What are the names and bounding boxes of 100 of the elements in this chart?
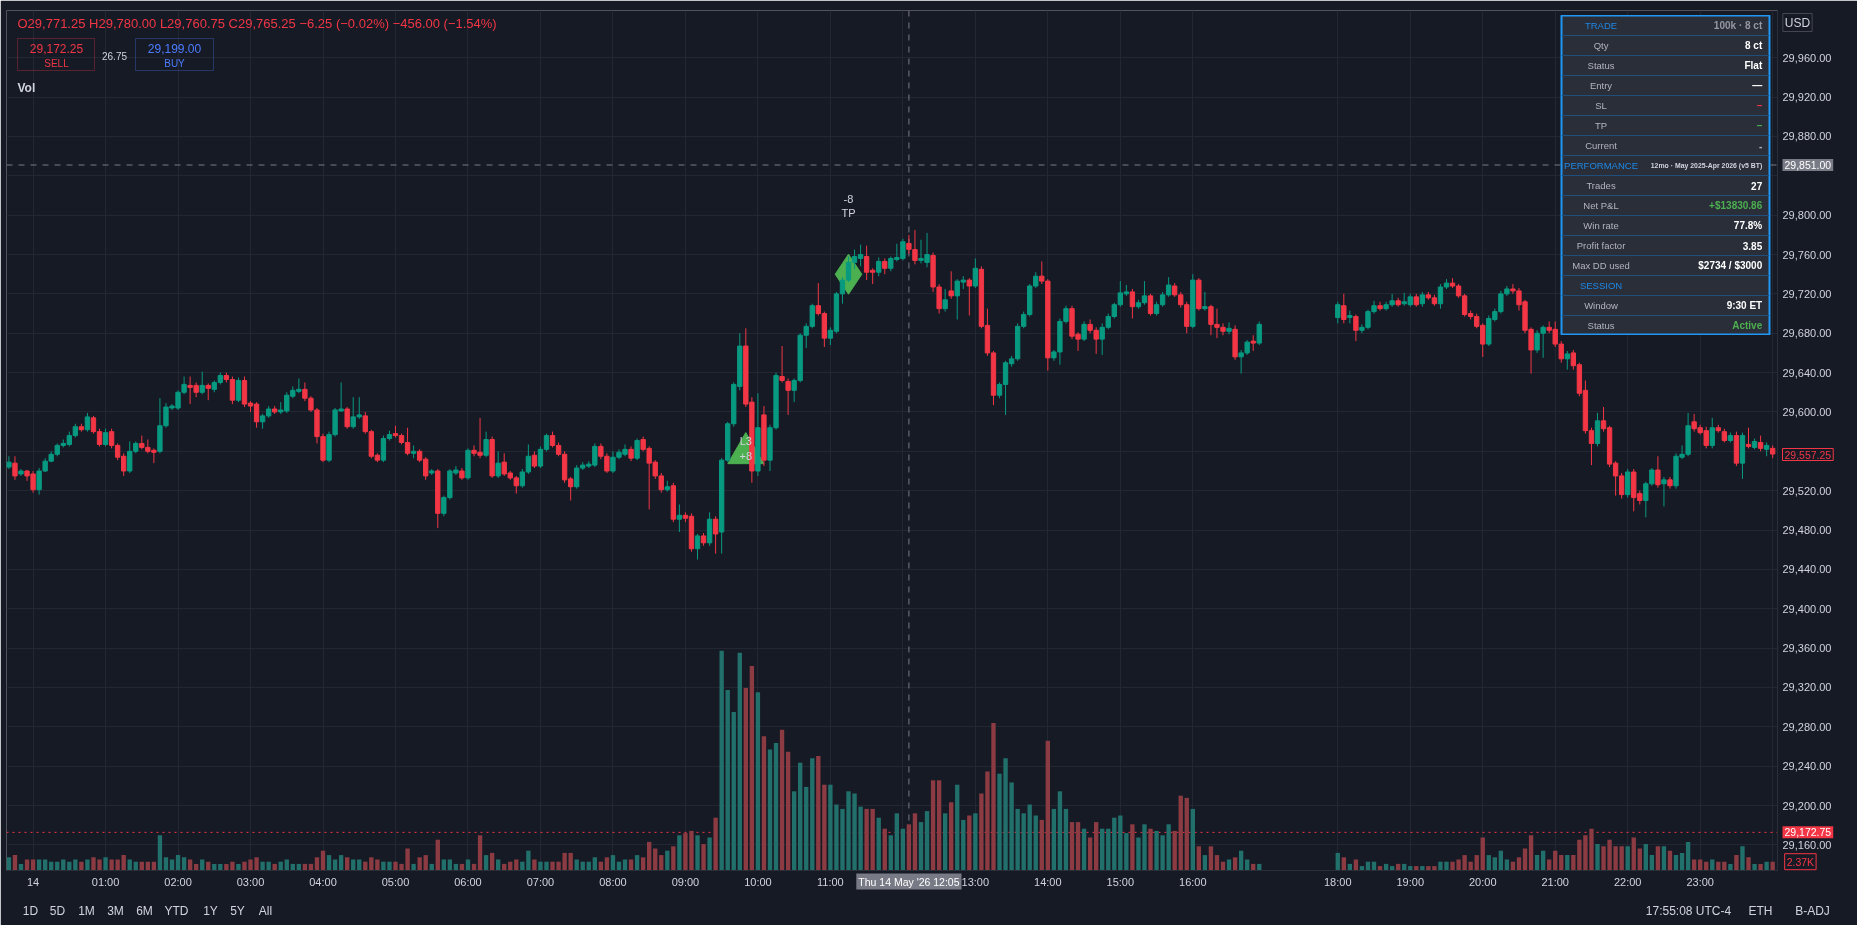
annotation: BUY xyxy=(164,58,186,69)
bar xyxy=(1389,866,1395,870)
bar xyxy=(822,784,827,870)
bar xyxy=(816,756,821,870)
bar xyxy=(1232,857,1238,870)
text: 1D xyxy=(22,903,39,918)
y-tick-label: 29,640.00 xyxy=(1782,366,1832,379)
candlestick xyxy=(1129,288,1136,319)
bar xyxy=(314,857,320,870)
bar xyxy=(1746,857,1751,870)
bar xyxy=(417,857,422,870)
x-tick-label: 13:00 xyxy=(961,875,990,888)
bar xyxy=(701,844,706,870)
candlestick xyxy=(972,257,979,289)
bar xyxy=(1758,863,1763,870)
bar xyxy=(1679,852,1685,870)
annotation: TP xyxy=(841,206,856,219)
bar xyxy=(640,857,646,870)
bar xyxy=(1075,822,1081,870)
text: ETH xyxy=(1748,903,1773,918)
y-tick-label: 29,240.00 xyxy=(1782,760,1832,773)
bar xyxy=(888,835,893,870)
bar xyxy=(338,855,344,870)
bar xyxy=(604,857,610,870)
bar xyxy=(1214,855,1220,870)
bar xyxy=(85,859,90,870)
bar xyxy=(773,742,779,870)
annotation: -8 xyxy=(843,192,854,205)
y-tick-label: 29,400.00 xyxy=(1782,602,1832,615)
bar xyxy=(936,780,942,870)
bar xyxy=(1655,846,1661,870)
bar xyxy=(713,817,718,870)
bar xyxy=(1728,863,1733,870)
bar xyxy=(737,652,742,870)
bar xyxy=(1027,804,1032,870)
bar xyxy=(1118,815,1123,870)
x-tick-label: 11:00 xyxy=(817,875,844,888)
candlestick xyxy=(1745,427,1752,449)
x-tick-label: 06:00 xyxy=(454,875,482,888)
text: – xyxy=(1756,100,1763,111)
candlestick xyxy=(694,533,701,561)
bar xyxy=(755,692,761,870)
bar xyxy=(1112,817,1117,870)
bar xyxy=(743,687,748,870)
bar xyxy=(1124,833,1129,870)
bar xyxy=(1021,813,1026,870)
candlestick xyxy=(706,511,713,547)
bar xyxy=(791,791,797,870)
category-label: Max DD used xyxy=(1572,260,1630,271)
candlestick xyxy=(1661,476,1667,507)
text: +$13830.86 xyxy=(1709,200,1763,211)
bar xyxy=(1377,866,1383,870)
bar xyxy=(1565,855,1570,870)
x-tick-label: 22:00 xyxy=(1613,875,1642,888)
candlestick xyxy=(785,378,791,416)
bar xyxy=(665,850,670,870)
candlestick xyxy=(1347,310,1353,324)
bar xyxy=(1033,815,1038,870)
y-tick-label: 29,760.00 xyxy=(1782,248,1832,261)
bar xyxy=(707,837,712,870)
bar xyxy=(345,857,350,870)
chart-subtitle: O29,771.25 H29,780.00 L29,760.75 C29,765.25 −6.25 (−0.02%) −456.00 (−1.54%) xyxy=(17,16,497,31)
bar xyxy=(719,650,724,870)
category-label: Window xyxy=(1584,300,1619,311)
bar xyxy=(1414,866,1419,870)
text: 3.85 xyxy=(1742,240,1763,252)
text: USD xyxy=(1784,15,1811,30)
bar xyxy=(785,751,791,870)
bar xyxy=(1202,855,1208,870)
bar xyxy=(1051,808,1057,870)
x-tick-label: 10:00 xyxy=(744,875,772,888)
annotation: SELL xyxy=(44,58,70,69)
candlestick xyxy=(199,371,205,395)
bar xyxy=(1667,850,1673,870)
candlestick xyxy=(1226,321,1232,335)
bar xyxy=(1081,828,1087,870)
y-tick-label: 29,720.00 xyxy=(1782,287,1832,300)
text: 77.8% xyxy=(1733,220,1763,231)
text: Active xyxy=(1732,320,1763,331)
candlestick xyxy=(1564,350,1570,371)
bar xyxy=(489,852,495,870)
bar xyxy=(779,729,785,870)
bar xyxy=(435,839,440,870)
bar xyxy=(1625,846,1630,870)
candlestick xyxy=(1625,468,1631,499)
candlestick xyxy=(6,455,12,470)
x-tick-label: 19:00 xyxy=(1396,875,1425,888)
bar xyxy=(1093,822,1099,870)
candlestick xyxy=(966,277,972,317)
candlestick xyxy=(1709,417,1715,449)
bar xyxy=(731,712,736,870)
x-tick-label: 23:00 xyxy=(1686,875,1714,888)
y-tick-label: 29,920.00 xyxy=(1782,91,1832,104)
candlestick xyxy=(235,377,242,403)
bar xyxy=(1190,808,1195,870)
bar xyxy=(236,863,241,870)
bar xyxy=(1184,797,1189,870)
bar xyxy=(942,813,948,870)
text: 1M xyxy=(78,903,95,918)
y-tick-label: 29,680.00 xyxy=(1782,327,1832,340)
